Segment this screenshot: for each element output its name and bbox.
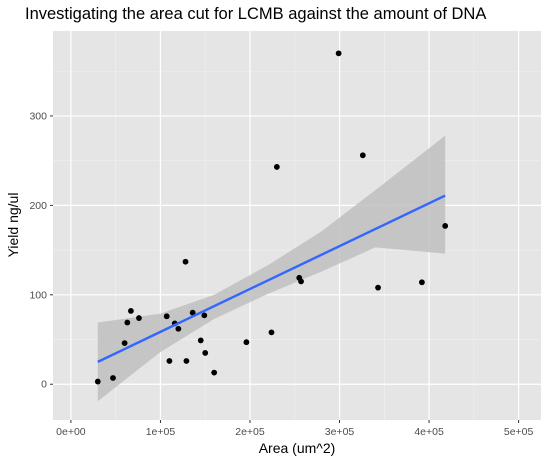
data-point [359, 152, 366, 159]
y-tick-label: 100 [29, 289, 47, 301]
y-axis-ticks: 0 100 200 300 [29, 110, 53, 391]
data-point [419, 279, 425, 286]
y-tick-label: 300 [29, 110, 47, 122]
x-tick-label: 5e+05 [504, 426, 534, 438]
regression-line [97, 194, 446, 363]
y-axis-title: Yield ng/ul [5, 193, 21, 258]
x-tick-label: 4e+05 [414, 426, 444, 438]
data-point [335, 50, 342, 57]
data-point [189, 309, 196, 316]
data-point [298, 278, 304, 285]
x-axis-title: Area (um^2) [259, 440, 336, 456]
data-point [166, 358, 173, 364]
minor-gridlines [53, 31, 541, 420]
y-tick-label: 0 [41, 379, 47, 391]
data-point [183, 358, 190, 364]
x-tick-label: 2e+05 [235, 426, 265, 438]
data-point [128, 308, 134, 314]
data-point [121, 340, 128, 346]
data-point [124, 319, 131, 326]
data-point [163, 313, 170, 320]
data-point [201, 312, 208, 319]
data-point [202, 350, 209, 356]
x-tick-label: 0e+00 [56, 426, 86, 438]
data-points [94, 50, 449, 385]
data-point [197, 337, 204, 344]
y-tick-label: 200 [29, 200, 47, 212]
data-point [243, 339, 250, 346]
data-point [211, 369, 218, 376]
data-point [136, 315, 142, 321]
x-axis-ticks: 0e+00 1e+05 2e+05 3e+05 4e+05 5e+05 [56, 420, 534, 438]
data-point [94, 378, 101, 385]
data-point [110, 375, 116, 381]
confidence-band [97, 135, 446, 402]
data-point [182, 258, 189, 265]
data-point [273, 164, 280, 170]
x-tick-label: 1e+05 [146, 426, 176, 438]
x-tick-label: 3e+05 [325, 426, 355, 438]
data-point [175, 325, 182, 332]
data-point [375, 284, 381, 291]
data-point [442, 223, 449, 229]
chart-title: Investigating the area cut for LCMB agai… [25, 5, 486, 23]
data-point [268, 329, 275, 336]
